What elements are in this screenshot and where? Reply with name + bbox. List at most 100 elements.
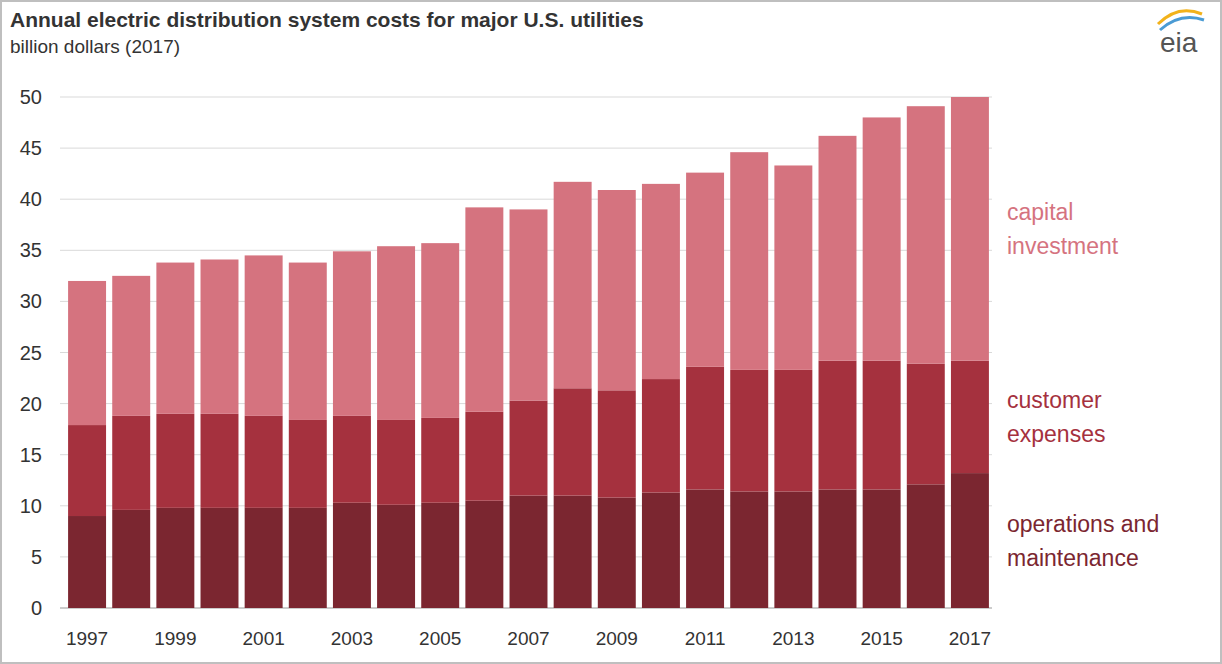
x-tick-label: 1997 bbox=[66, 628, 108, 649]
x-tick-label: 2015 bbox=[861, 628, 903, 649]
y-tick-label: 15 bbox=[20, 444, 42, 466]
x-tick-label: 2001 bbox=[243, 628, 285, 649]
bar bbox=[598, 498, 636, 608]
bar bbox=[951, 97, 989, 361]
bar bbox=[907, 106, 945, 364]
x-tick-label: 2007 bbox=[507, 628, 549, 649]
bar bbox=[333, 416, 371, 503]
bar bbox=[598, 390, 636, 497]
y-tick-label: 50 bbox=[20, 86, 42, 108]
bar bbox=[112, 510, 150, 608]
bar bbox=[554, 388, 592, 495]
legend-line: investment bbox=[1007, 233, 1119, 259]
y-tick-label: 20 bbox=[20, 393, 42, 415]
bar bbox=[245, 416, 283, 508]
y-tick-label: 5 bbox=[31, 546, 42, 568]
bar bbox=[642, 184, 680, 379]
bar bbox=[201, 259, 239, 413]
bar bbox=[465, 207, 503, 411]
x-tick-label: 2013 bbox=[772, 628, 814, 649]
x-tick-label: 2011 bbox=[685, 628, 726, 649]
bar bbox=[333, 503, 371, 608]
bar bbox=[289, 508, 327, 608]
bar bbox=[510, 496, 548, 608]
legend-line: operations and bbox=[1007, 511, 1159, 537]
bar bbox=[686, 489, 724, 608]
bar bbox=[68, 281, 106, 425]
bar bbox=[465, 412, 503, 501]
chart: Annual electric distribution system cost… bbox=[0, 0, 1222, 664]
x-tick-label: 2003 bbox=[331, 628, 373, 649]
bar bbox=[642, 493, 680, 608]
frame bbox=[1, 1, 1221, 663]
bar bbox=[68, 516, 106, 608]
bar bbox=[819, 136, 857, 361]
bar bbox=[289, 263, 327, 420]
bar bbox=[774, 370, 812, 492]
bar bbox=[201, 414, 239, 508]
bar bbox=[68, 425, 106, 516]
y-tick-label: 30 bbox=[20, 290, 42, 312]
x-tick-label: 1999 bbox=[154, 628, 196, 649]
x-tick-label: 2005 bbox=[419, 628, 461, 649]
bars bbox=[68, 97, 989, 608]
title: Annual electric distribution system cost… bbox=[10, 8, 644, 31]
bar bbox=[510, 209, 548, 400]
bar bbox=[907, 484, 945, 608]
legend-line: maintenance bbox=[1007, 545, 1139, 571]
legend-label: operations and maintenance bbox=[1007, 511, 1159, 571]
legend-label: customer expenses bbox=[1007, 387, 1105, 447]
bar bbox=[156, 508, 194, 608]
bar bbox=[333, 251, 371, 416]
bar bbox=[730, 152, 768, 370]
bar bbox=[819, 489, 857, 608]
bar bbox=[819, 361, 857, 490]
bar bbox=[774, 165, 812, 369]
bar bbox=[112, 416, 150, 510]
bar bbox=[377, 246, 415, 420]
legend-line: customer bbox=[1007, 387, 1102, 413]
bar bbox=[863, 361, 901, 490]
logo: eia bbox=[1160, 27, 1198, 58]
x-tick-label: 2009 bbox=[596, 628, 638, 649]
bar bbox=[377, 420, 415, 505]
bar bbox=[156, 414, 194, 508]
bar bbox=[465, 501, 503, 608]
bar bbox=[510, 401, 548, 496]
bar bbox=[863, 489, 901, 608]
bar bbox=[642, 379, 680, 492]
bar bbox=[686, 173, 724, 367]
y-tick-label: 40 bbox=[20, 188, 42, 210]
bar bbox=[907, 364, 945, 485]
y-tick-label: 45 bbox=[20, 137, 42, 159]
y-tick-label: 0 bbox=[31, 597, 42, 619]
bar bbox=[554, 496, 592, 608]
bar bbox=[156, 263, 194, 414]
grid-line bbox=[60, 97, 992, 98]
subtitle: billion dollars (2017) bbox=[10, 36, 180, 57]
bar bbox=[245, 255, 283, 415]
bar bbox=[245, 508, 283, 608]
legend-line: capital bbox=[1007, 199, 1073, 225]
bar bbox=[863, 117, 901, 360]
bar bbox=[730, 370, 768, 492]
y-tick-label: 10 bbox=[20, 495, 42, 517]
bar bbox=[598, 190, 636, 390]
bar bbox=[377, 505, 415, 608]
legend-label: capital investment bbox=[1007, 199, 1119, 259]
bar bbox=[554, 182, 592, 388]
bar bbox=[730, 491, 768, 608]
bar bbox=[421, 243, 459, 418]
y-tick-label: 35 bbox=[20, 239, 42, 261]
bar bbox=[112, 276, 150, 416]
bar bbox=[774, 491, 812, 608]
bar bbox=[421, 503, 459, 608]
bar bbox=[289, 420, 327, 508]
legend-line: expenses bbox=[1007, 421, 1105, 447]
x-tick-label: 2017 bbox=[949, 628, 991, 649]
bar bbox=[951, 473, 989, 608]
bar bbox=[951, 361, 989, 473]
bar bbox=[201, 508, 239, 608]
y-tick-label: 25 bbox=[20, 342, 42, 364]
bar bbox=[686, 367, 724, 490]
